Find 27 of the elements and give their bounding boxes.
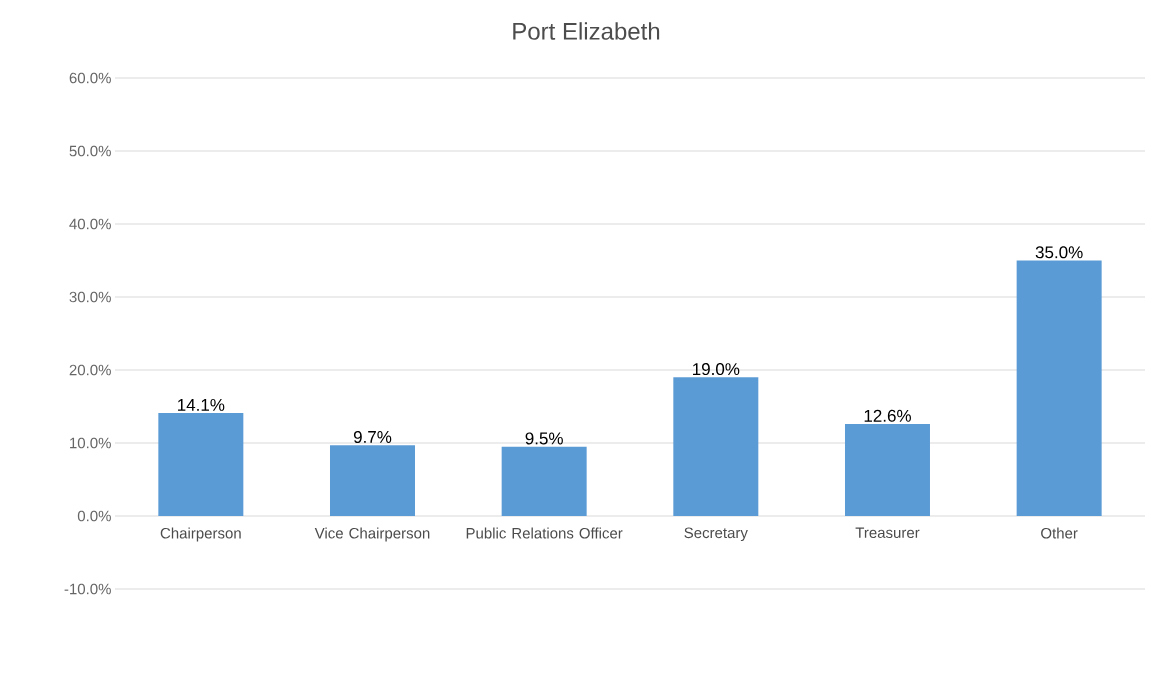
bar xyxy=(158,413,244,516)
y-tick-label: 10.0% xyxy=(70,437,111,449)
x-tick-label: Other xyxy=(1041,527,1078,539)
data-label: 14.1% xyxy=(178,398,225,411)
data-label: 19.0% xyxy=(693,363,740,376)
y-tick-label: 30.0% xyxy=(69,291,111,303)
data-label: 35.0% xyxy=(1035,246,1083,259)
y-tick-label: 40.0% xyxy=(69,218,111,230)
data-label: 9.7% xyxy=(353,430,392,443)
bar xyxy=(673,377,759,516)
y-tick-label: 0.0% xyxy=(77,510,111,522)
x-tick-label: Vice Chairperson xyxy=(314,527,430,542)
x-tick-label: Secretary xyxy=(684,527,748,542)
bar xyxy=(501,446,587,516)
x-tick-label: Chairperson xyxy=(160,527,241,542)
bar xyxy=(330,445,415,516)
x-tick-label: Treasurer xyxy=(855,527,920,538)
data-label: 12.6% xyxy=(864,409,911,422)
y-tick-label: 60.0% xyxy=(69,72,111,84)
y-tick-label: -10.0% xyxy=(64,583,111,595)
data-label: 9.5% xyxy=(525,432,563,445)
chart-title: Port Elizabeth xyxy=(513,22,660,40)
x-tick-label: Public Relations Officer xyxy=(466,527,623,539)
bar xyxy=(844,424,930,516)
bar xyxy=(1016,260,1102,516)
y-tick-label: 50.0% xyxy=(69,145,111,157)
y-tick-label: 20.0% xyxy=(69,364,111,376)
